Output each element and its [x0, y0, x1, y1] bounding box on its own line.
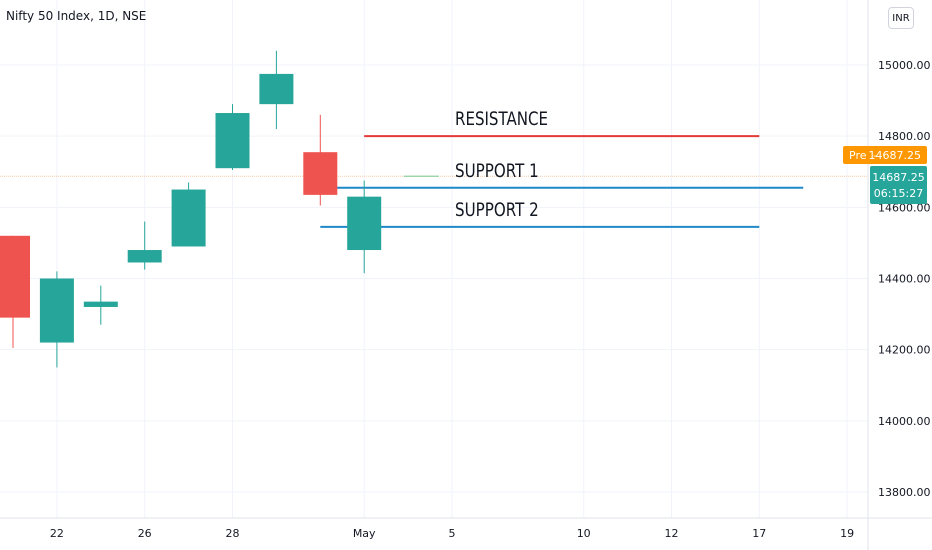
- x-tick-label: May: [353, 527, 376, 540]
- x-tick-label: 19: [840, 527, 854, 540]
- last-price-badge: [870, 166, 927, 204]
- x-tick-label: 28: [226, 527, 240, 540]
- y-tick-label: 13800.00: [878, 486, 931, 499]
- candle-body: [0, 235, 30, 318]
- pre-label: Pre: [849, 149, 867, 162]
- candles: [0, 50, 382, 368]
- grid-lines: [0, 0, 868, 518]
- level-label: SUPPORT 1: [455, 160, 539, 182]
- y-tick-label: 14400.00: [878, 273, 931, 286]
- x-tick-label: 12: [665, 527, 679, 540]
- candle-body: [39, 278, 74, 343]
- y-tick-label: 14800.00: [878, 130, 931, 143]
- y-tick-label: 14200.00: [878, 344, 931, 357]
- candle-body: [259, 73, 294, 105]
- x-tick-label: 22: [50, 527, 64, 540]
- x-tick-label: 10: [577, 527, 591, 540]
- x-tick-label: 5: [449, 527, 456, 540]
- last-price-value: 14687.25: [872, 171, 925, 184]
- candle-body: [215, 113, 250, 169]
- y-tick-label: 15000.00: [878, 59, 931, 72]
- pre-badge: [843, 146, 927, 164]
- level-label: SUPPORT 2: [455, 199, 539, 221]
- candle-body: [127, 250, 162, 263]
- pre-separator: -: [873, 149, 877, 162]
- y-tick-label: 14600.00: [878, 201, 931, 214]
- y-tick-label: 14000.00: [878, 415, 931, 428]
- candle-body: [171, 189, 206, 247]
- chart-title: Nifty 50 Index, 1D, NSE: [6, 9, 147, 23]
- candle-body: [83, 301, 118, 307]
- countdown-value: 06:15:27: [874, 187, 923, 200]
- pre-value: 14687.25: [869, 149, 922, 162]
- currency-button[interactable]: INR: [888, 7, 914, 29]
- level-lines: RESISTANCE SUPPORT 1 SUPPORT 2: [0, 108, 868, 228]
- candle-body: [303, 152, 338, 195]
- candle-body: [347, 196, 382, 251]
- level-label: RESISTANCE: [455, 108, 548, 130]
- x-tick-label: 17: [752, 527, 766, 540]
- x-tick-label: 26: [138, 527, 152, 540]
